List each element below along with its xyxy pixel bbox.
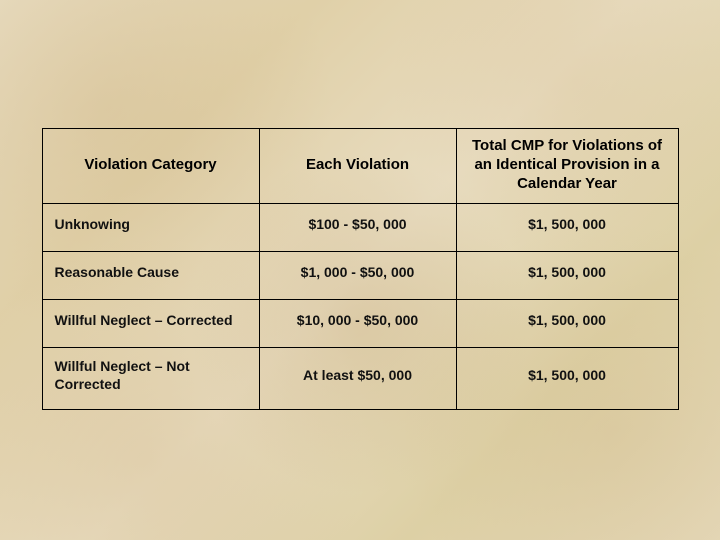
col-header-total: Total CMP for Violations of an Identical…	[456, 129, 678, 204]
cell-category: Willful Neglect – Not Corrected	[42, 348, 259, 410]
table-header-row: Violation Category Each Violation Total …	[42, 129, 678, 204]
cell-each: $100 - $50, 000	[259, 204, 456, 252]
table-row: Willful Neglect – Corrected $10, 000 - $…	[42, 300, 678, 348]
table-row: Willful Neglect – Not Corrected At least…	[42, 348, 678, 410]
cell-category: Unknowing	[42, 204, 259, 252]
cell-total: $1, 500, 000	[456, 300, 678, 348]
cell-each: At least $50, 000	[259, 348, 456, 410]
cell-each: $10, 000 - $50, 000	[259, 300, 456, 348]
cell-category: Reasonable Cause	[42, 252, 259, 300]
cell-category: Willful Neglect – Corrected	[42, 300, 259, 348]
cell-total: $1, 500, 000	[456, 204, 678, 252]
col-header-category: Violation Category	[42, 129, 259, 204]
table-row: Reasonable Cause $1, 000 - $50, 000 $1, …	[42, 252, 678, 300]
cell-each: $1, 000 - $50, 000	[259, 252, 456, 300]
table-row: Unknowing $100 - $50, 000 $1, 500, 000	[42, 204, 678, 252]
cell-total: $1, 500, 000	[456, 348, 678, 410]
violations-table: Violation Category Each Violation Total …	[42, 128, 679, 410]
col-header-each: Each Violation	[259, 129, 456, 204]
cell-total: $1, 500, 000	[456, 252, 678, 300]
